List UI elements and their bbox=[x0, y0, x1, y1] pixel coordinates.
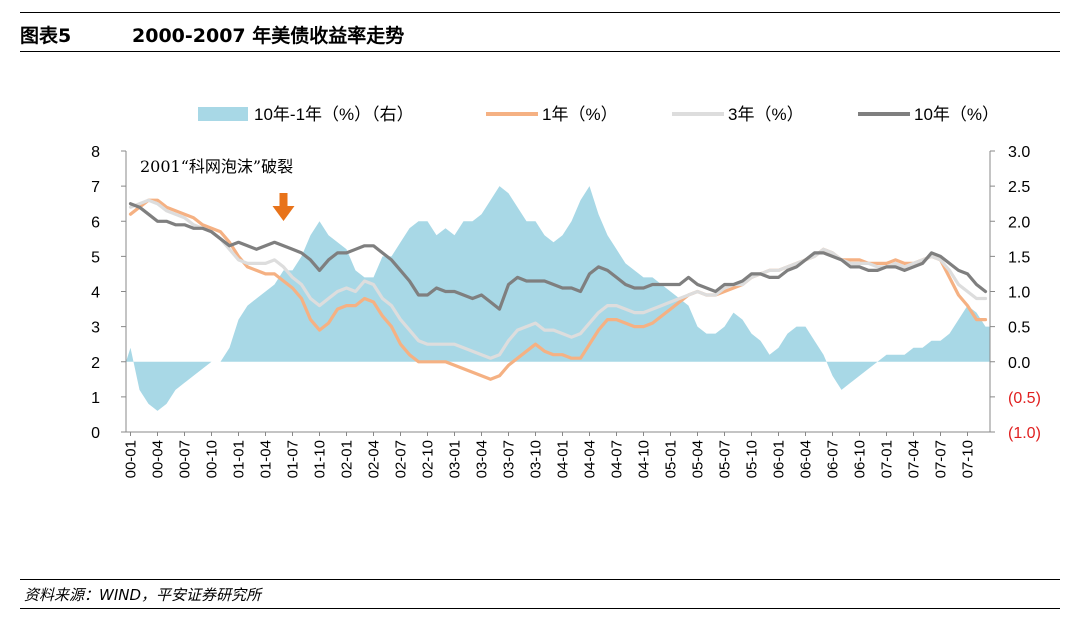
right-tick-label: 0.5 bbox=[1008, 320, 1030, 337]
x-tick-label: 07-01 bbox=[879, 440, 896, 478]
x-tick-label: 05-07 bbox=[717, 440, 734, 478]
left-tick-label: 6 bbox=[91, 214, 100, 231]
legend-label: 10年（%） bbox=[914, 105, 999, 124]
x-tick-label: 01-07 bbox=[285, 440, 302, 478]
left-tick-label: 4 bbox=[91, 285, 100, 302]
right-tick-label: 1.5 bbox=[1008, 249, 1030, 266]
x-tick-label: 03-07 bbox=[501, 440, 518, 478]
x-tick-label: 03-01 bbox=[447, 440, 464, 478]
x-tick-label: 07-04 bbox=[906, 440, 923, 478]
figure-title: 2000-2007 年美债收益率走势 bbox=[132, 25, 405, 47]
left-tick-label: 3 bbox=[91, 320, 100, 337]
legend-label: 3年（%） bbox=[728, 105, 804, 124]
x-tick-label: 00-10 bbox=[204, 440, 221, 478]
annotation-arrow-icon bbox=[272, 206, 295, 221]
annotation-text: 2001“科网泡沫”破裂 bbox=[140, 157, 293, 176]
x-tick-label: 06-10 bbox=[852, 440, 869, 478]
x-tick-label: 02-10 bbox=[420, 440, 437, 478]
x-tick-label: 06-04 bbox=[798, 440, 815, 478]
x-tick-label: 06-01 bbox=[771, 440, 788, 478]
left-tick-label: 1 bbox=[91, 390, 100, 407]
right-tick-label: 1.0 bbox=[1008, 285, 1030, 302]
x-tick-label: 01-04 bbox=[258, 440, 275, 478]
figure-footer: 资料来源：WIND，平安证券研究所 bbox=[20, 579, 1060, 609]
right-tick-label: 2.0 bbox=[1008, 214, 1030, 231]
x-tick-label: 00-07 bbox=[177, 440, 194, 478]
left-tick-label: 5 bbox=[91, 249, 100, 266]
x-tick-label: 02-01 bbox=[339, 440, 356, 478]
x-tick-label: 04-10 bbox=[636, 440, 653, 478]
x-tick-label: 03-10 bbox=[528, 440, 545, 478]
x-tick-label: 02-07 bbox=[393, 440, 410, 478]
left-tick-label: 7 bbox=[91, 179, 100, 196]
figure-header: 图表5 2000-2007 年美债收益率走势 bbox=[20, 12, 1060, 52]
x-tick-label: 05-01 bbox=[663, 440, 680, 478]
annotation-arrow-shaft bbox=[279, 193, 288, 207]
x-tick-label: 03-04 bbox=[474, 440, 491, 478]
right-tick-label: 0.0 bbox=[1008, 355, 1030, 372]
x-tick-label: 07-07 bbox=[933, 440, 950, 478]
x-tick-label: 02-04 bbox=[366, 440, 383, 478]
x-tick-label: 04-04 bbox=[582, 440, 599, 478]
left-tick-label: 8 bbox=[91, 144, 100, 161]
x-tick-label: 01-10 bbox=[312, 440, 329, 478]
x-tick-label: 04-07 bbox=[609, 440, 626, 478]
x-tick-label: 05-10 bbox=[744, 440, 761, 478]
series-area-spread bbox=[126, 186, 990, 411]
x-tick-label: 07-10 bbox=[960, 440, 977, 478]
left-tick-label: 2 bbox=[91, 355, 100, 372]
right-tick-label: 3.0 bbox=[1008, 144, 1030, 161]
x-tick-label: 06-07 bbox=[825, 440, 842, 478]
legend-label: 1年（%） bbox=[542, 105, 618, 124]
right-tick-label: (0.5) bbox=[1008, 390, 1041, 407]
figure-number: 图表5 bbox=[20, 25, 72, 47]
right-tick-label: (1.0) bbox=[1008, 425, 1041, 442]
x-tick-label: 04-01 bbox=[555, 440, 572, 478]
legend-swatch-area bbox=[198, 107, 248, 121]
x-tick-label: 00-01 bbox=[123, 440, 140, 478]
source-note: 资料来源：WIND，平安证券研究所 bbox=[24, 586, 262, 604]
x-tick-label: 05-04 bbox=[690, 440, 707, 478]
left-tick-label: 0 bbox=[91, 425, 100, 442]
legend-label: 10年-1年（%）（右） bbox=[254, 105, 414, 124]
series-line-3 bbox=[128, 202, 988, 311]
right-tick-label: 2.5 bbox=[1008, 179, 1030, 196]
x-tick-label: 00-04 bbox=[150, 440, 167, 478]
x-tick-label: 01-01 bbox=[231, 440, 248, 478]
